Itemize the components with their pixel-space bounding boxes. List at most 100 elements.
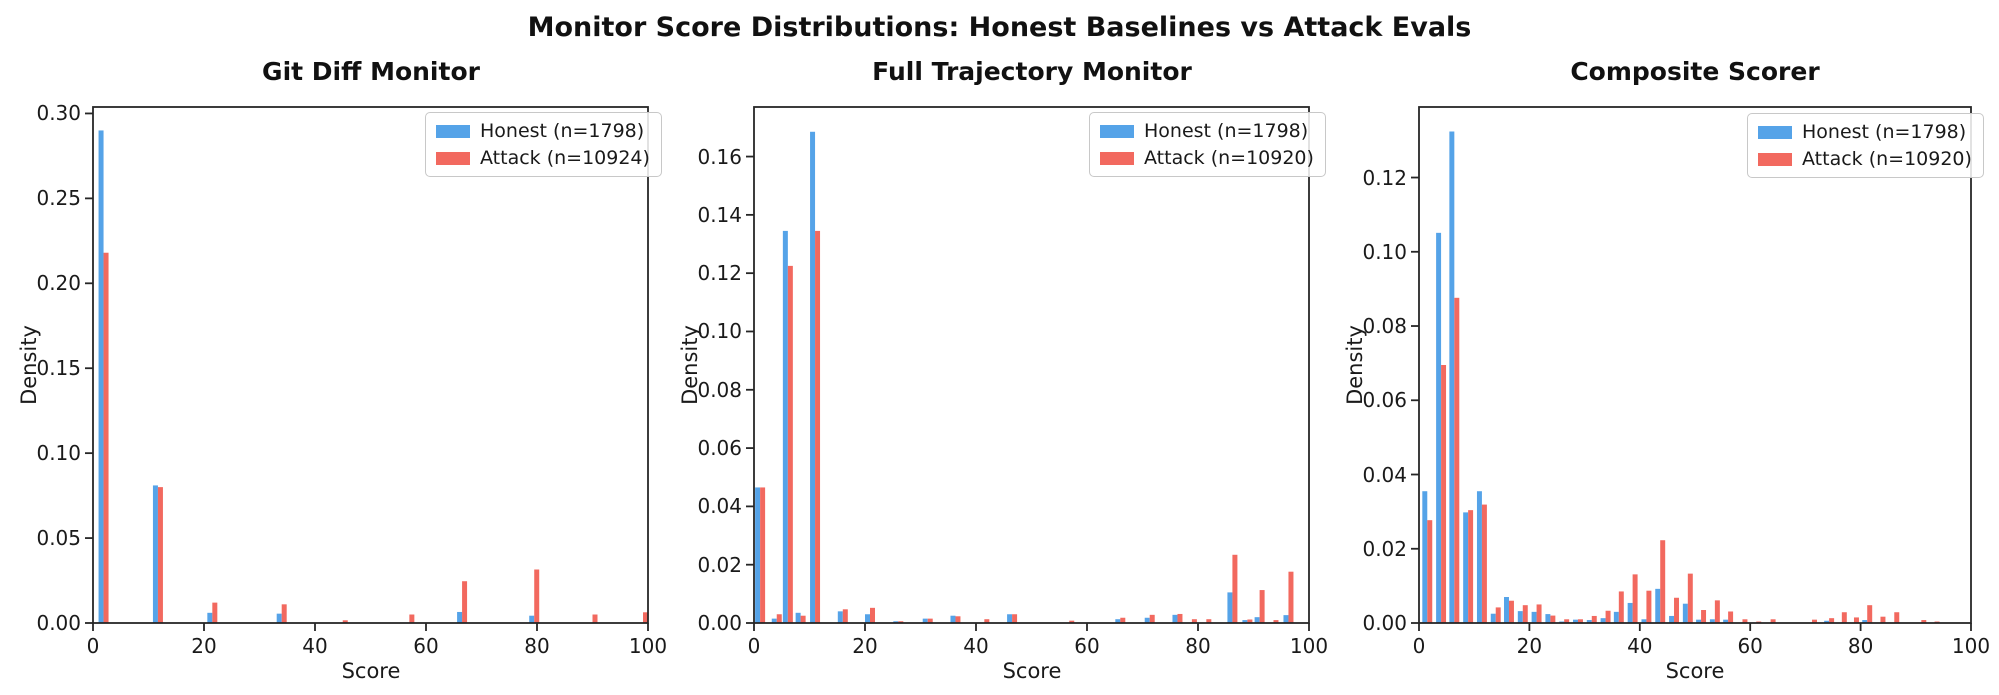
bar-honest bbox=[771, 618, 777, 623]
bar-honest bbox=[1600, 618, 1606, 623]
bar-attack bbox=[1770, 619, 1776, 623]
y-axis-label: Density bbox=[17, 325, 41, 405]
bar-honest bbox=[1573, 619, 1578, 623]
y-tick-label: 0.15 bbox=[36, 356, 81, 381]
bar-attack bbox=[1687, 573, 1693, 623]
x-tick-label: 0 bbox=[1412, 634, 1426, 658]
bar-honest bbox=[1862, 620, 1868, 623]
bar-honest bbox=[1449, 131, 1455, 623]
plot-title-composite-scorer: Composite Scorer bbox=[1570, 57, 1820, 86]
y-axis-label: Density bbox=[678, 325, 702, 405]
bar-attack bbox=[927, 618, 933, 623]
x-tick-label: 40 bbox=[963, 634, 989, 658]
y-tick-label: 0.06 bbox=[697, 436, 742, 461]
bar-attack bbox=[984, 619, 990, 623]
bar-attack bbox=[842, 609, 848, 623]
bar-attack bbox=[1206, 619, 1212, 623]
bar-honest bbox=[865, 614, 870, 623]
y-tick-label: 0.02 bbox=[1362, 536, 1407, 561]
legend-item-attack: Attack (n=10920) bbox=[1758, 148, 1972, 170]
bar-attack bbox=[787, 265, 793, 623]
bar-attack bbox=[1441, 365, 1447, 623]
bar-attack bbox=[1660, 540, 1666, 623]
bar-honest bbox=[1723, 619, 1729, 623]
bar-honest bbox=[1517, 611, 1523, 623]
bar-honest bbox=[529, 615, 535, 623]
y-tick-label: 0.10 bbox=[697, 319, 742, 344]
bar-attack bbox=[462, 581, 468, 623]
legend-label: Honest (n=1798) bbox=[1144, 120, 1309, 142]
bar-attack bbox=[1120, 617, 1126, 623]
bar-attack bbox=[1714, 600, 1720, 623]
bar-honest bbox=[1007, 614, 1013, 623]
bar-honest bbox=[810, 131, 816, 623]
bar-attack bbox=[1273, 620, 1279, 623]
y-tick-label: 0.12 bbox=[1362, 165, 1407, 190]
bar-honest bbox=[457, 611, 463, 623]
bar-attack bbox=[1177, 613, 1183, 623]
y-tick-label: 0.04 bbox=[1362, 462, 1407, 487]
legend-label: Honest (n=1798) bbox=[1802, 121, 1967, 143]
bar-attack bbox=[1591, 615, 1597, 623]
y-tick-label: 0.00 bbox=[697, 611, 742, 635]
legend-item-honest: Honest (n=1798) bbox=[436, 120, 650, 142]
axes-box bbox=[1418, 106, 1972, 624]
bar-honest bbox=[922, 618, 928, 623]
bar-attack bbox=[1841, 612, 1847, 623]
bar-attack bbox=[592, 614, 598, 623]
bar-attack bbox=[1069, 620, 1075, 623]
axes-box bbox=[92, 106, 649, 624]
bar-honest bbox=[1545, 614, 1551, 623]
plot-title-full-trajectory-monitor: Full Trajectory Monitor bbox=[872, 57, 1192, 86]
bar-attack bbox=[1728, 611, 1734, 623]
bar-attack bbox=[643, 612, 648, 623]
honest-color-swatch bbox=[1758, 125, 1792, 139]
x-tick-label: 100 bbox=[628, 634, 668, 658]
y-tick-label: 0.02 bbox=[697, 552, 742, 577]
bar-attack bbox=[1536, 604, 1542, 623]
bar-attack bbox=[1468, 510, 1474, 623]
legend-label: Attack (n=10920) bbox=[1802, 148, 1972, 170]
bar-attack bbox=[409, 614, 415, 623]
bar-honest bbox=[1227, 592, 1233, 623]
plot-title-git-diff-monitor: Git Diff Monitor bbox=[262, 57, 480, 86]
x-tick-label: 80 bbox=[1847, 634, 1874, 658]
y-tick-label: 0.10 bbox=[36, 441, 81, 466]
legend-item-attack: Attack (n=10920) bbox=[1100, 147, 1314, 169]
bar-attack bbox=[1742, 619, 1748, 623]
bar-honest bbox=[782, 230, 788, 623]
figure-title: Monitor Score Distributions: Honest Base… bbox=[527, 12, 1472, 43]
bar-honest bbox=[207, 612, 213, 623]
legend: Honest (n=1798) Attack (n=10920) bbox=[1089, 112, 1326, 177]
bar-honest bbox=[755, 487, 761, 623]
bar-honest bbox=[98, 130, 104, 623]
bar-attack bbox=[870, 607, 875, 623]
x-tick-label: 60 bbox=[1074, 634, 1100, 658]
bar-honest bbox=[1283, 615, 1289, 623]
legend-item-honest: Honest (n=1798) bbox=[1758, 121, 1972, 143]
bar-honest bbox=[1641, 619, 1647, 623]
legend: Honest (n=1798) Attack (n=10924) bbox=[425, 112, 662, 177]
x-tick-label: 40 bbox=[1627, 634, 1653, 658]
x-tick-label: 20 bbox=[852, 634, 878, 658]
bar-attack bbox=[342, 620, 348, 623]
bar-honest bbox=[1476, 491, 1482, 623]
honest-color-swatch bbox=[436, 124, 470, 138]
bar-honest bbox=[1172, 614, 1178, 623]
y-tick-label: 0.30 bbox=[36, 101, 81, 126]
bar-attack bbox=[1880, 616, 1886, 623]
bar-honest bbox=[795, 612, 801, 623]
bar-attack bbox=[212, 602, 218, 623]
bar-attack bbox=[1646, 590, 1652, 623]
y-tick-label: 0.10 bbox=[1362, 239, 1407, 264]
bar-honest bbox=[1115, 619, 1121, 623]
axes-box bbox=[753, 106, 1310, 624]
bar-attack bbox=[1149, 614, 1155, 623]
bar-attack bbox=[157, 487, 163, 623]
y-tick-label: 0.08 bbox=[697, 377, 742, 402]
bar-honest bbox=[1422, 491, 1428, 623]
bar-attack bbox=[1508, 600, 1514, 623]
bar-attack bbox=[1867, 605, 1873, 623]
